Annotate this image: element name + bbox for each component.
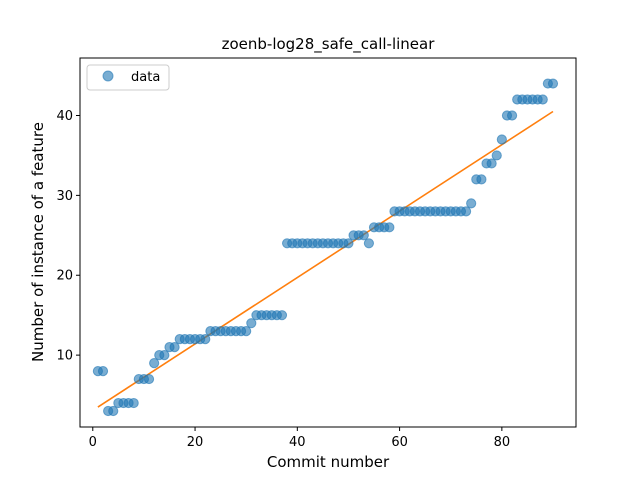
- y-tick-label: 20: [56, 269, 73, 284]
- x-tick-label: 60: [391, 435, 408, 450]
- data-point: [496, 134, 507, 145]
- y-axis-label: Number of instance of a feature: [29, 122, 47, 362]
- data-point: [547, 78, 559, 89]
- data-point: [343, 238, 354, 249]
- x-tick-label: 80: [494, 435, 511, 450]
- data-point: [537, 94, 548, 105]
- data-point: [276, 310, 288, 321]
- chart-title: zoenb-log28_safe_call-linear: [222, 35, 436, 54]
- x-tick-label: 40: [289, 435, 306, 450]
- x-axis-ticks: 0 20 40 60 80: [89, 427, 510, 450]
- data-point: [363, 238, 375, 249]
- data-point: [486, 158, 497, 169]
- data-point: [97, 365, 109, 377]
- legend-marker-data: [102, 70, 114, 82]
- legend: data: [86, 64, 170, 91]
- points-layer: [92, 78, 559, 417]
- data-point: [108, 405, 119, 417]
- data-point: [358, 230, 369, 241]
- data-point: [384, 222, 395, 233]
- x-axis-label: Commit number: [267, 453, 390, 471]
- legend-label-data: data: [131, 70, 160, 85]
- data-point: [241, 326, 252, 337]
- fit-line: [97, 110, 554, 408]
- x-tick-label: 20: [187, 435, 204, 450]
- data-point: [128, 397, 139, 409]
- data-point: [476, 174, 487, 185]
- data-point: [200, 334, 211, 345]
- data-point: [491, 150, 502, 161]
- fit-line-layer: [97, 110, 554, 408]
- x-tick-label: 0: [89, 435, 97, 450]
- y-tick-label: 10: [56, 349, 73, 364]
- data-point: [460, 206, 472, 217]
- plot-frame: [79, 57, 577, 428]
- y-tick-label: 40: [56, 109, 73, 124]
- data-point: [159, 350, 170, 361]
- data-point: [143, 373, 155, 385]
- data-point: [246, 318, 257, 329]
- y-tick-label: 30: [56, 189, 73, 204]
- y-axis-ticks: 10 20 30 40: [56, 109, 80, 364]
- data-point: [149, 358, 160, 369]
- data-point: [169, 342, 180, 353]
- data-point: [466, 198, 477, 209]
- data-point: [506, 110, 518, 121]
